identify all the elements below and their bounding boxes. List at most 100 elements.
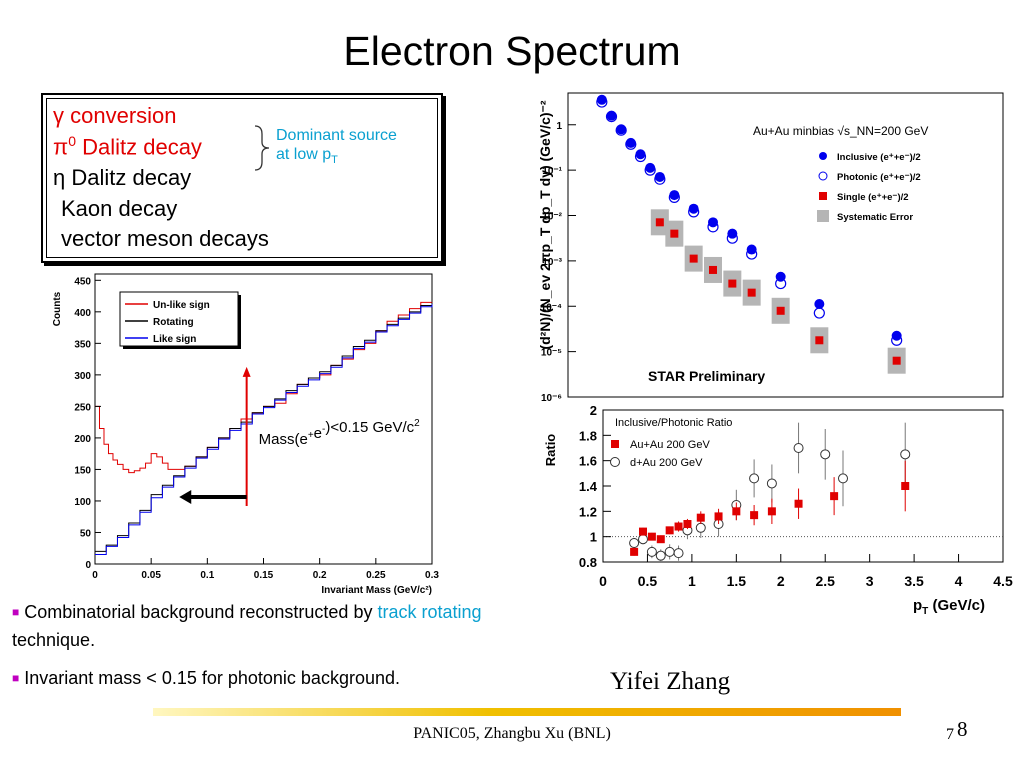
mass-x-tick-label: 0.25 xyxy=(366,570,386,581)
spec-photonic-point xyxy=(707,221,719,233)
spec-legend-marker xyxy=(819,192,827,200)
ratio-dau-point xyxy=(749,473,760,484)
spec-inclusive-point xyxy=(606,110,617,121)
spec-photonic-point xyxy=(625,138,637,150)
spec-photonic-point xyxy=(615,124,627,136)
mass-y-tick-label: 0 xyxy=(85,560,91,571)
ratio-auau-point xyxy=(732,507,741,516)
mass-legend-label: Un-like sign xyxy=(153,300,210,311)
spec-single-point xyxy=(892,356,901,365)
spec-inclusive-point xyxy=(596,94,607,105)
ratio-dau-point xyxy=(793,443,804,453)
mass-x-tick-label: 0 xyxy=(92,570,98,581)
spec-y-tick-label: 10⁻⁶ xyxy=(541,393,562,404)
mass-y-tick-label: 250 xyxy=(74,402,91,413)
ratio-y-tick-label: 1.6 xyxy=(579,454,597,469)
spec-legend-marker xyxy=(818,171,828,181)
ratio-auau-point xyxy=(683,520,692,528)
spec-inclusive-point xyxy=(654,171,665,182)
bullet-combinatorial: ■ Combinatorial background reconstructed… xyxy=(12,602,482,650)
mass-y-tick-label: 450 xyxy=(74,276,91,287)
ratio-dau-point xyxy=(766,478,777,489)
ratio-y-tick-label: 2 xyxy=(590,403,597,418)
mass-y-tick-label: 150 xyxy=(74,465,91,476)
spec-inclusive-point xyxy=(669,190,680,201)
ratio-x-tick-label: 1.5 xyxy=(727,573,747,589)
ratio-y-tick-label: 1.4 xyxy=(579,479,598,494)
ratio-dau-point xyxy=(900,449,911,460)
mass-x-axis-label: Invariant Mass (GeV/c²) xyxy=(321,585,432,596)
ratio-auau-point xyxy=(750,511,759,520)
source-gamma-conversion: γ conversion xyxy=(53,103,177,128)
spec-header: Au+Au minbias √s_NN=200 GeV xyxy=(753,124,928,138)
spec-single-point xyxy=(709,265,717,274)
spec-legend-label: Systematic Error xyxy=(837,212,913,223)
mass-y-tick-label: 200 xyxy=(74,434,91,445)
page-number-small: 7 xyxy=(946,726,954,743)
mass-x-tick-label: 0.2 xyxy=(313,570,327,581)
spec-inclusive-point xyxy=(635,149,646,160)
ratio-auau-point xyxy=(830,492,839,501)
ratio-auau-point xyxy=(656,535,665,544)
ratio-auau-point xyxy=(665,526,674,535)
ratio-auau-point xyxy=(794,499,803,508)
dominant-source-note: Dominant source at low pT xyxy=(276,127,397,167)
mass-series-1 xyxy=(95,302,433,552)
spec-plot-frame xyxy=(567,92,1004,398)
spec-inclusive-point xyxy=(814,298,825,309)
ratio-dau-point xyxy=(646,546,657,557)
spec-single-point xyxy=(670,229,679,238)
ratio-auau-point xyxy=(714,512,723,521)
mass-y-tick-label: 350 xyxy=(74,339,91,350)
mass-cut-annotation: Mass(e+e-)<0.15 GeV/c2 xyxy=(259,418,421,448)
ratio-legend-label: d+Au 200 GeV xyxy=(630,457,703,469)
author-name: Yifei Zhang xyxy=(610,668,731,695)
ratio-y-axis-label: Ratio xyxy=(543,434,558,467)
spec-legend-label: Single (e⁺+e⁻)/2 xyxy=(837,192,909,203)
invariant-mass-chart: 0 0.05 0.1 0.15 0.2 0.25 0.3 0 50 100 150 200 250 300… xyxy=(52,273,439,596)
spec-photonic-point xyxy=(605,110,618,123)
source-list-box: γ conversion π0 Dalitz decay η Dalitz de… xyxy=(41,93,443,263)
spec-single-point xyxy=(655,218,664,227)
ratio-x-tick-label: 3.5 xyxy=(904,573,924,589)
ratio-auau-point xyxy=(674,522,683,531)
spec-preliminary-label: STAR Preliminary xyxy=(648,368,765,384)
ratio-x-tick-label: 4.5 xyxy=(993,573,1013,589)
source-vector-meson: vector meson decays xyxy=(61,226,269,251)
mass-y-tick-label: 50 xyxy=(80,528,92,539)
mass-cut-arrowhead-left xyxy=(179,489,192,504)
spec-photonic-point xyxy=(813,307,825,319)
spec-y-tick-label: 10⁻² xyxy=(542,212,562,223)
mass-legend-box xyxy=(119,291,239,347)
footer-text: PANIC05, Zhangbu Xu (BNL) xyxy=(413,725,611,742)
ratio-dau-point xyxy=(664,546,675,557)
spec-inclusive-point xyxy=(616,124,627,135)
ratio-auau-point xyxy=(630,547,639,556)
spec-single-point xyxy=(728,279,737,288)
ratio-dau-point xyxy=(820,449,831,460)
spec-single-point xyxy=(776,306,785,315)
brace-icon xyxy=(254,125,270,171)
ratio-x-tick-label: 2.5 xyxy=(815,573,835,589)
ratio-dau-point xyxy=(655,550,666,561)
mass-x-tick-label: 0.15 xyxy=(254,570,274,581)
ratio-x-tick-label: 4 xyxy=(955,573,963,589)
mass-x-tick-label: 0.1 xyxy=(200,570,214,581)
spec-inclusive-point xyxy=(688,203,699,214)
ratio-y-tick-label: 1.8 xyxy=(579,428,597,443)
ratio-x-tick-label: 2 xyxy=(777,573,785,589)
spec-legend-marker xyxy=(817,210,829,222)
spec-photonic-point xyxy=(644,164,656,176)
ratio-dau-point xyxy=(638,534,648,545)
spec-legend-marker xyxy=(819,152,827,160)
ratio-x-tick-label: 0.5 xyxy=(638,573,658,589)
spec-single-point xyxy=(689,254,698,263)
ratio-dau-point xyxy=(629,538,640,548)
spec-y-tick-label: 10⁻⁴ xyxy=(541,302,562,313)
spec-photonic-point xyxy=(668,191,680,203)
bullet-invariant-mass: ■ Invariant mass < 0.15 for photonic bac… xyxy=(12,668,400,688)
ratio-y-tick-label: 0.8 xyxy=(579,555,597,570)
spec-photonic-point xyxy=(726,232,738,244)
mass-cut-arrowhead xyxy=(242,366,251,377)
ratio-y-tick-label: 1.2 xyxy=(579,504,597,519)
